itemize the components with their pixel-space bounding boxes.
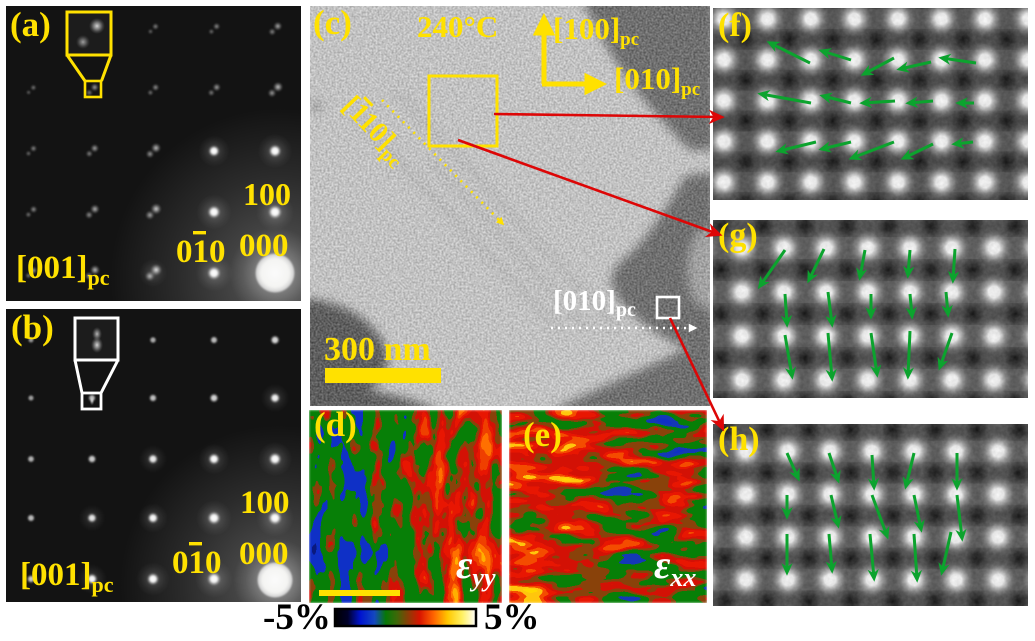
svg-text:000: 000: [239, 536, 289, 572]
svg-text:(c): (c): [313, 3, 352, 42]
svg-text:(f): (f): [718, 7, 752, 44]
svg-text:300 nm: 300 nm: [324, 331, 431, 368]
svg-text:(e): (e): [523, 415, 562, 454]
svg-text:100: 100: [240, 485, 290, 521]
svg-text:(h): (h): [718, 421, 760, 458]
svg-text:-5%: -5%: [263, 597, 331, 638]
svg-text:(b): (b): [11, 308, 54, 347]
svg-text:000: 000: [239, 228, 289, 264]
svg-text:240°C: 240°C: [417, 9, 498, 44]
svg-text:(g): (g): [718, 217, 758, 254]
svg-text:(a): (a): [10, 5, 51, 44]
svg-text:100: 100: [243, 176, 291, 212]
svg-text:010: 010: [176, 234, 226, 270]
svg-text:(d): (d): [314, 405, 357, 444]
svg-text:010: 010: [172, 545, 222, 581]
svg-text:5%: 5%: [484, 597, 540, 638]
